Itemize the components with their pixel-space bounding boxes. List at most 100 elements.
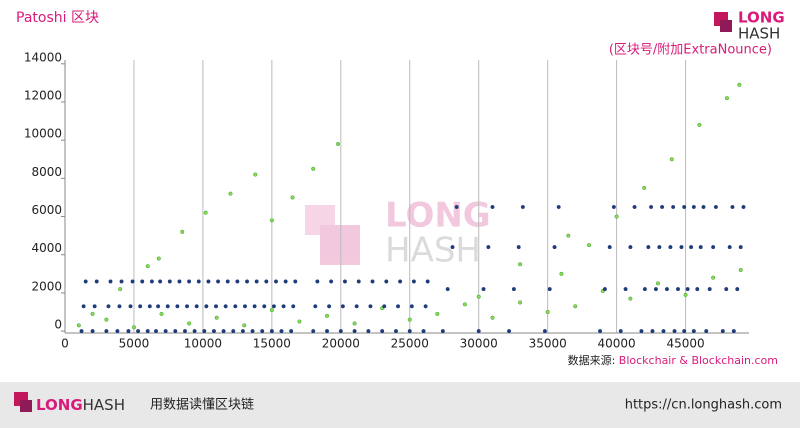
point [118,287,123,292]
point [731,329,736,334]
chart-subtitle: (区块号/附加ExtraNounce) [609,43,772,58]
footer-url[interactable]: https://cn.longhash.com [625,398,782,413]
point [559,271,564,276]
point [204,304,209,309]
point [368,304,373,309]
point [738,268,743,273]
point [128,304,133,309]
point [240,329,245,334]
point [126,329,131,334]
point [421,329,426,334]
point [147,304,152,309]
point [661,329,666,334]
point [156,256,161,261]
point [253,172,258,177]
point [130,279,135,284]
point [691,329,696,334]
point [206,279,211,284]
point [90,329,95,334]
point [81,304,86,309]
footer-hash: HASH [83,396,125,414]
point [354,304,359,309]
point [156,304,161,309]
point [165,304,170,309]
source-name: Blockchair & Blockchain.com [619,354,778,367]
point [177,279,182,284]
point [614,214,619,219]
point [411,279,416,284]
point [173,329,178,334]
point [682,204,687,209]
point [711,275,716,280]
point [293,279,298,284]
point [228,191,233,196]
point [691,204,696,209]
point [476,294,481,299]
point [518,262,523,267]
point [252,304,257,309]
point [423,304,428,309]
point [214,304,219,309]
point [655,281,660,286]
watermark-text: HASH [385,231,481,271]
point [269,308,274,313]
point [329,279,334,284]
point [264,279,269,284]
point [738,245,743,250]
plot: 0 5000 10000 15000 20000 25000 30000 35000 40000… [24,50,749,351]
footer-brand: LONGHASH [36,396,125,414]
point [154,329,159,334]
point [713,204,718,209]
point [245,279,250,284]
point [660,204,665,209]
point [542,329,547,334]
point [682,329,687,334]
point [289,329,294,334]
point [573,304,578,309]
point [192,329,197,334]
footer-icon [20,400,32,412]
point [104,329,109,334]
x-tick-label: 25000 [391,337,429,351]
point [119,279,124,284]
y-tick-label: 0 [54,318,62,332]
point [291,304,296,309]
point [382,304,387,309]
point [566,233,571,238]
point [727,245,732,250]
point [115,329,120,334]
point [407,317,412,322]
point [90,311,95,316]
watermark-icon [305,205,335,235]
point [273,279,278,284]
point [628,296,633,301]
y-tick-label: 14000 [24,50,62,64]
point [450,245,455,250]
point [407,329,412,334]
y-tick-label: 10000 [24,127,62,141]
point [380,329,385,334]
point [366,329,371,334]
chart-title: Patoshi 区块 [16,10,99,26]
logo-icon [720,20,732,32]
point [221,329,226,334]
x-tick-label: 10000 [184,337,222,351]
point [587,243,592,248]
point [642,185,647,190]
point [695,287,700,292]
point [698,245,703,250]
point [182,329,187,334]
point [370,279,375,284]
point [235,279,240,284]
x-tick-label: 35000 [529,337,567,351]
point [216,279,221,284]
x-tick-label: 20000 [322,337,360,351]
point [664,287,669,292]
point [185,304,190,309]
point [741,204,746,209]
point [675,287,680,292]
y-tick-label: 2000 [31,279,62,293]
point [476,329,481,334]
point [297,319,302,324]
point [486,245,491,250]
